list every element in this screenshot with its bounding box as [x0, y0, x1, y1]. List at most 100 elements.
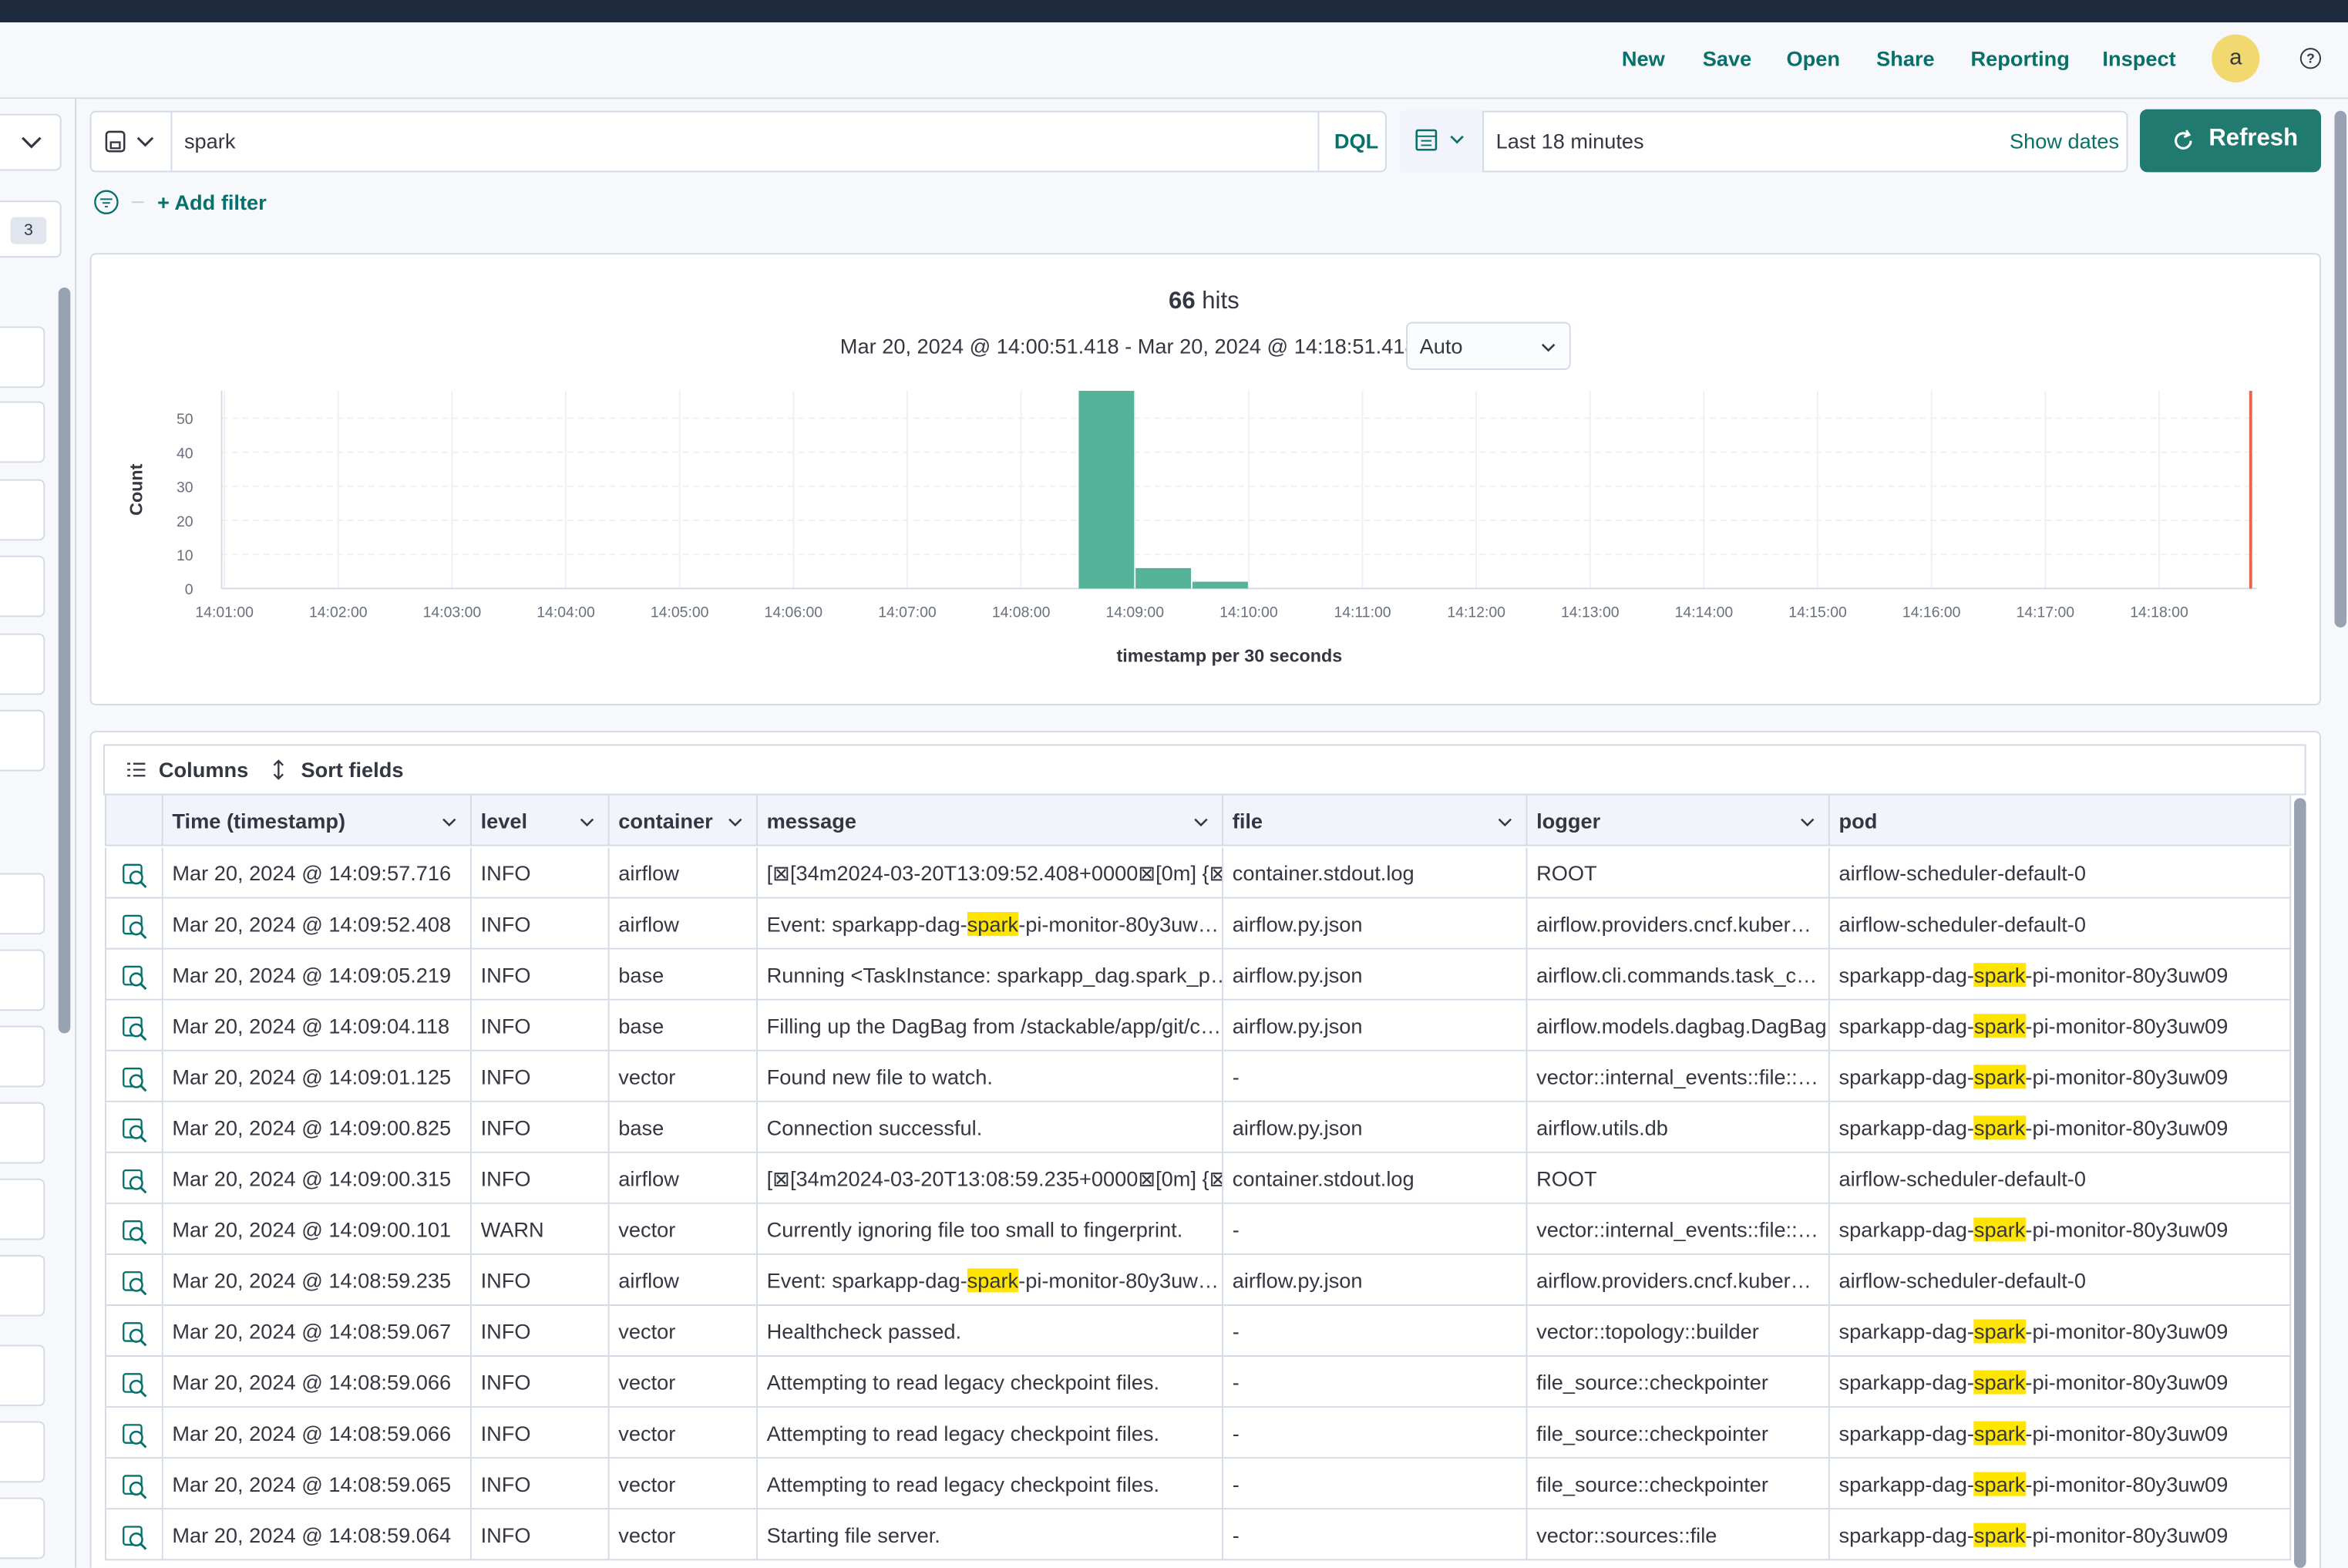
table-cell: Mar 20, 2024 @ 14:09:01.125 [163, 1051, 472, 1102]
column-title[interactable]: pod [1838, 809, 1878, 833]
expand-row[interactable] [104, 1459, 163, 1510]
table-cell: INFO [471, 1254, 610, 1306]
columns-button[interactable]: Columns [158, 757, 249, 782]
expand-row[interactable] [104, 1102, 163, 1153]
y-axis-label: Count [126, 463, 146, 516]
nav-link[interactable]: Share [1876, 46, 1935, 71]
table-cell: INFO [471, 1509, 610, 1561]
sort-button[interactable]: Sort fields [301, 757, 404, 782]
nav-link[interactable]: New [1621, 46, 1665, 71]
date-quick-menu[interactable] [1400, 110, 1485, 173]
bar [1135, 567, 1192, 589]
table-cell: vector [609, 1356, 758, 1408]
column-title[interactable]: file [1232, 809, 1263, 833]
help-icon[interactable]: ? [2299, 48, 2322, 69]
sidebar-item [0, 555, 45, 617]
table-cell: vector::sources::file [1527, 1509, 1830, 1561]
avatar[interactable]: a [2212, 34, 2260, 82]
sidebar-item [0, 873, 45, 935]
sidebar-item [0, 633, 45, 695]
column-header[interactable]: logger [1527, 795, 1830, 846]
table-cell: Currently ignoring file too small to fin… [757, 1203, 1224, 1255]
sidebar-select[interactable] [0, 113, 62, 171]
expand-row[interactable] [104, 1000, 163, 1052]
time-range[interactable]: Last 18 minutes [1495, 129, 1644, 153]
expand-row[interactable] [104, 1509, 163, 1561]
columns-icon[interactable] [126, 759, 146, 780]
nav-link[interactable]: Save [1702, 46, 1752, 71]
show-dates[interactable]: Show dates [2009, 129, 2120, 153]
column-title[interactable]: container [618, 809, 713, 833]
column-header[interactable]: container [609, 795, 758, 846]
x-tick-label: 14:11:00 [1334, 604, 1391, 621]
table-cell: Mar 20, 2024 @ 14:08:59.067 [163, 1305, 472, 1357]
expand-row[interactable] [104, 1254, 163, 1306]
hits-label: hits [1202, 288, 1240, 315]
expand-row[interactable] [104, 949, 163, 1001]
column-header[interactable]: level [471, 795, 610, 846]
column-title[interactable]: message [766, 809, 857, 833]
sidebar-item [0, 949, 45, 1011]
column-title[interactable]: level [480, 809, 528, 833]
bar [1078, 391, 1135, 589]
highlight: spark [1973, 1065, 2026, 1089]
table-cell: container.stdout.log [1223, 847, 1528, 899]
query-bar[interactable] [89, 110, 1387, 173]
column-title[interactable]: Time (timestamp) [172, 809, 346, 833]
table-cell: Filling up the DagBag from /stackable/ap… [757, 1000, 1224, 1052]
x-tick-label: 14:04:00 [537, 604, 595, 621]
nav-link[interactable]: Inspect [2102, 46, 2176, 71]
table-cell: vector [609, 1459, 758, 1510]
table-cell: INFO [471, 1459, 610, 1510]
highlight: spark [1973, 1217, 2026, 1242]
table-cell: Attempting to read legacy checkpoint fil… [757, 1459, 1224, 1510]
expand-row[interactable] [104, 847, 163, 899]
expand-row[interactable] [104, 898, 163, 950]
expand-row[interactable] [104, 1152, 163, 1204]
table-cell: airflow.models.dagbag.DagBag [1527, 1000, 1830, 1052]
column-header[interactable]: file [1223, 795, 1528, 846]
expand-row[interactable] [104, 1356, 163, 1408]
divider [170, 110, 173, 173]
table-cell: Mar 20, 2024 @ 14:08:59.066 [163, 1356, 472, 1408]
table-cell: - [1223, 1408, 1528, 1459]
expand-row[interactable] [104, 1305, 163, 1357]
nav-link[interactable]: Reporting [1970, 46, 2070, 71]
sort-icon[interactable] [270, 759, 291, 780]
table-cell: Mar 20, 2024 @ 14:08:59.065 [163, 1459, 472, 1510]
x-tick-label: 14:06:00 [765, 604, 823, 621]
interval-value[interactable]: Auto [1419, 334, 1463, 358]
column-header[interactable]: message [757, 795, 1224, 846]
table-cell: Running <TaskInstance: sparkapp_dag.spar… [757, 949, 1224, 1001]
saved-query-icon[interactable] [102, 129, 162, 156]
x-tick-label: 14:18:00 [2130, 604, 2188, 621]
table-cell: Event: sparkapp-dag-spark-pi-monitor-80y… [757, 898, 1224, 950]
expand-row[interactable] [104, 1408, 163, 1459]
x-tick-label: 14:03:00 [423, 604, 482, 621]
column-header[interactable]: Time (timestamp) [163, 795, 472, 846]
language-toggle[interactable]: DQL [1334, 129, 1379, 153]
table-cell: Mar 20, 2024 @ 14:09:04.118 [163, 1000, 472, 1052]
table-cell: file_source::checkpointer [1527, 1459, 1830, 1510]
y-tick-label: 10 [177, 547, 193, 564]
table-cell: vector [609, 1408, 758, 1459]
filter-icon[interactable] [93, 189, 153, 216]
highlight: spark [1973, 1370, 2026, 1395]
nav-link[interactable]: Open [1786, 46, 1841, 71]
column-header[interactable]: pod [1829, 795, 2292, 846]
interval-select[interactable]: Auto [1406, 321, 1571, 370]
table-cell: sparkapp-dag-spark-pi-monitor-80y3uw09 [1829, 1102, 2292, 1153]
expand-row[interactable] [104, 1203, 163, 1255]
date-picker[interactable] [1400, 110, 2128, 173]
refresh-label[interactable]: Refresh [2208, 126, 2299, 152]
expand-row[interactable] [104, 1051, 163, 1102]
x-tick-label: 14:14:00 [1675, 604, 1734, 621]
table-cell: INFO [471, 1408, 610, 1459]
query-text[interactable]: spark [183, 129, 236, 153]
top-bar [0, 0, 2348, 23]
add-filter[interactable]: + Add filter [156, 190, 267, 214]
table-cell: airflow [609, 898, 758, 950]
column-title[interactable]: logger [1536, 809, 1601, 833]
refresh-button[interactable]: Refresh [2139, 109, 2322, 173]
